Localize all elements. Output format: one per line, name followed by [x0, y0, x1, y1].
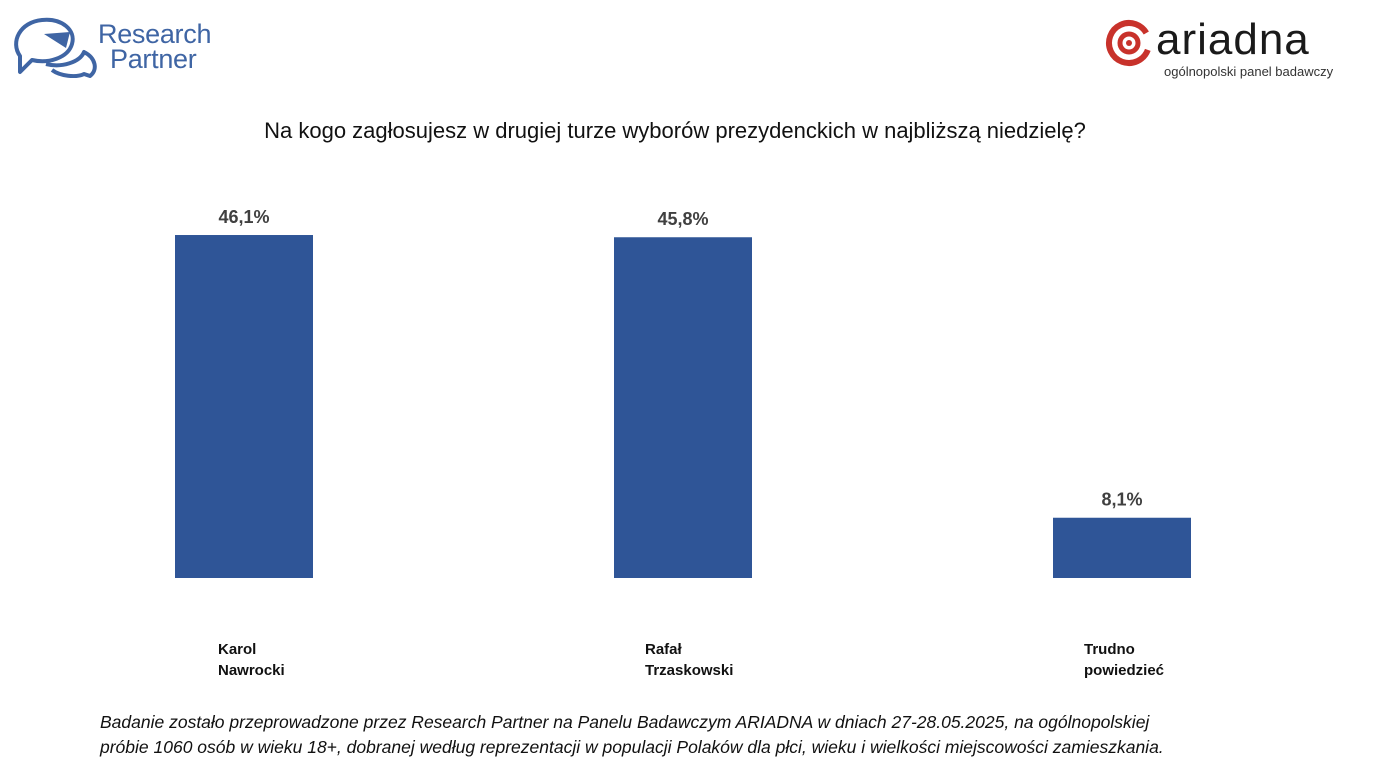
bar-2	[614, 237, 752, 579]
ariadna-logo: ariadna ogólnopolski panel badawczy	[1100, 14, 1350, 84]
category-label-line: Trudno	[1084, 641, 1135, 658]
footnote-line2: próbie 1060 osób w wieku 18+, dobranej w…	[100, 737, 1164, 757]
category-label-line: Trzaskowski	[645, 662, 734, 679]
value-label-1: 46,1%	[218, 207, 269, 227]
ariadna-tagline: ogólnopolski panel badawczy	[1164, 64, 1334, 79]
value-label-2: 45,8%	[657, 209, 708, 229]
category-label-karol-nawrocki: Karol Nawrocki	[218, 639, 358, 681]
category-label-line: powiedzieć	[1084, 662, 1165, 679]
ariadna-wordmark: ariadna	[1156, 15, 1310, 64]
category-label-line: Nawrocki	[218, 662, 285, 679]
value-label-3: 8,1%	[1101, 490, 1142, 510]
bar-3	[1053, 517, 1191, 578]
footnote-line1: Badanie zostało przeprowadzone przez Res…	[100, 712, 1150, 732]
bar-1	[175, 235, 313, 579]
methodology-footnote: Badanie zostało przeprowadzone przez Res…	[100, 710, 1350, 760]
category-label-trudno-powiedziec: Trudno powiedzieć	[1084, 639, 1224, 681]
speech-bubbles-icon	[14, 17, 97, 78]
research-partner-line2: Partner	[110, 44, 197, 74]
research-partner-line1: Research	[98, 19, 212, 49]
research-partner-logo: Research Partner	[10, 14, 240, 78]
chart-title: Na kogo zagłosujesz w drugiej turze wybo…	[264, 118, 1086, 143]
ariadna-spiral-icon	[1106, 20, 1152, 66]
category-label-rafal-trzaskowski: Rafał Trzaskowski	[645, 639, 785, 681]
category-label-line: Karol	[218, 641, 257, 658]
category-label-line: Rafał	[645, 641, 682, 658]
